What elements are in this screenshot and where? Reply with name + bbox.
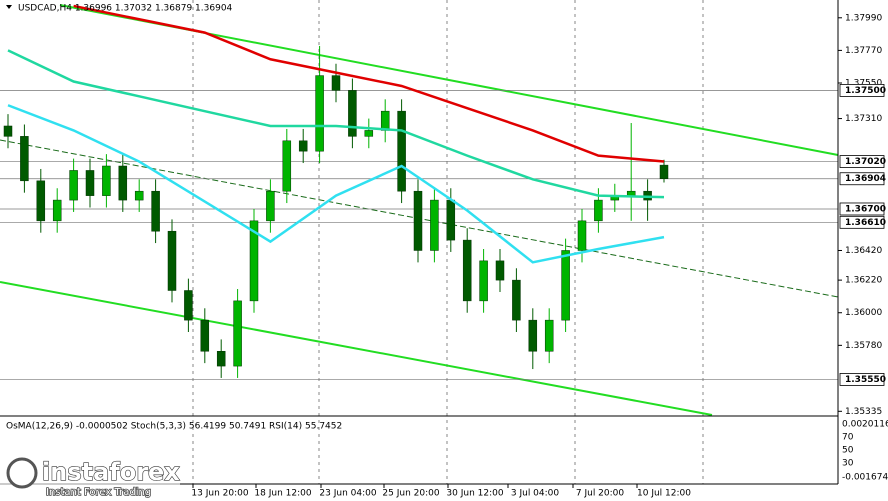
x-tick-label: 10 Jul 12:00 bbox=[637, 489, 691, 499]
moving-average bbox=[7, 49, 665, 199]
level-label: 1.36610 bbox=[845, 218, 886, 228]
candle-body bbox=[380, 110, 390, 131]
candle-body bbox=[102, 165, 111, 196]
x-tick-label: 7 Jul 20:00 bbox=[576, 489, 625, 499]
title-arrow bbox=[6, 5, 12, 9]
candle-body bbox=[626, 190, 636, 196]
x-tick-label: 3 Jul 04:00 bbox=[511, 489, 560, 499]
x-tick-label: 18 Jun 12:00 bbox=[254, 489, 311, 499]
indicator-axis-label: 70 bbox=[842, 433, 854, 443]
candle-body bbox=[462, 239, 472, 302]
candle-body bbox=[249, 220, 259, 302]
level-box bbox=[839, 155, 885, 168]
candle-body bbox=[85, 170, 95, 196]
candle-body bbox=[544, 319, 554, 352]
candle-body bbox=[348, 90, 357, 137]
candle-body bbox=[413, 190, 423, 251]
y-tick-label: 1.37990 bbox=[845, 13, 882, 23]
candle-body bbox=[184, 290, 193, 321]
candle-body bbox=[561, 250, 570, 321]
candle-body bbox=[69, 170, 78, 201]
candle-body bbox=[315, 75, 324, 152]
level-box bbox=[839, 172, 885, 186]
y-tick-label: 1.35780 bbox=[845, 341, 882, 351]
candle-body bbox=[36, 180, 46, 222]
candle-body bbox=[118, 165, 128, 201]
logo: instaforex Instant Forex Trading bbox=[0, 452, 181, 501]
candle-body bbox=[233, 300, 242, 367]
y-tick-label: 1.36220 bbox=[845, 276, 882, 286]
level-box bbox=[839, 373, 885, 386]
candle-body bbox=[446, 199, 456, 241]
candle-body bbox=[479, 260, 488, 302]
candle-body bbox=[430, 199, 439, 251]
candle-body bbox=[659, 164, 669, 179]
candle-body bbox=[512, 279, 521, 321]
indicator-axis-label: 50 bbox=[842, 446, 854, 456]
x-tick-label: 30 Jun 12:00 bbox=[446, 489, 503, 499]
x-tick-label: 23 Jun 04:00 bbox=[319, 489, 376, 499]
indicator-title: OsMA(12,26,9) -0.0000502 Stoch(5,3,3) 56… bbox=[6, 422, 342, 432]
level-label: 1.37020 bbox=[845, 157, 886, 167]
logo-text: instaforex bbox=[42, 458, 180, 486]
candle-body bbox=[216, 351, 226, 367]
y-tick-label: 1.36420 bbox=[845, 246, 882, 256]
y-tick-label: 1.35335 bbox=[845, 407, 882, 417]
candle-body bbox=[495, 260, 505, 281]
moving-average bbox=[7, 104, 665, 264]
level-label: 1.35550 bbox=[845, 375, 886, 385]
candle-body bbox=[397, 110, 406, 192]
lower-trendline bbox=[0, 281, 713, 416]
candle-body bbox=[577, 220, 587, 251]
level-label: 1.36700 bbox=[845, 204, 886, 214]
candle-body bbox=[331, 75, 341, 91]
level-box bbox=[839, 84, 885, 97]
candle-body bbox=[167, 230, 177, 291]
candle-body bbox=[282, 140, 292, 192]
logo-tagline: Instant Forex Trading bbox=[46, 487, 151, 498]
level-label: 1.37500 bbox=[845, 86, 886, 96]
x-tick-label: 13 Jun 20:00 bbox=[191, 489, 248, 499]
candle-body bbox=[20, 136, 29, 182]
candle-body bbox=[266, 190, 275, 222]
y-tick-label: 1.37550 bbox=[845, 79, 882, 89]
x-tick-label: 25 Jun 20:00 bbox=[382, 489, 439, 499]
candle-body bbox=[151, 190, 160, 232]
indicator-axis-label: -0.001674 bbox=[842, 473, 888, 483]
candle-body bbox=[200, 319, 210, 352]
level-box bbox=[839, 202, 885, 216]
candle-body bbox=[594, 199, 603, 222]
candle-body bbox=[52, 199, 62, 222]
candle-body bbox=[134, 190, 144, 201]
candle-body bbox=[364, 130, 374, 137]
candle-body bbox=[3, 125, 13, 137]
candle-body bbox=[528, 319, 538, 352]
chart-title: USDCAD,H4 1.36996 1.37032 1.36879 1.3690… bbox=[18, 4, 233, 14]
candle-body bbox=[298, 140, 308, 152]
indicator-axis-label: 30 bbox=[842, 459, 854, 469]
level-label: 1.36904 bbox=[845, 174, 886, 184]
level-box bbox=[839, 215, 885, 229]
indicator-axis-label: 0.0020116 bbox=[842, 420, 888, 430]
y-tick-label: 1.36000 bbox=[845, 308, 882, 318]
y-tick-label: 1.37310 bbox=[845, 114, 882, 124]
y-tick-label: 1.37770 bbox=[845, 46, 882, 56]
moving-average bbox=[73, 4, 665, 163]
